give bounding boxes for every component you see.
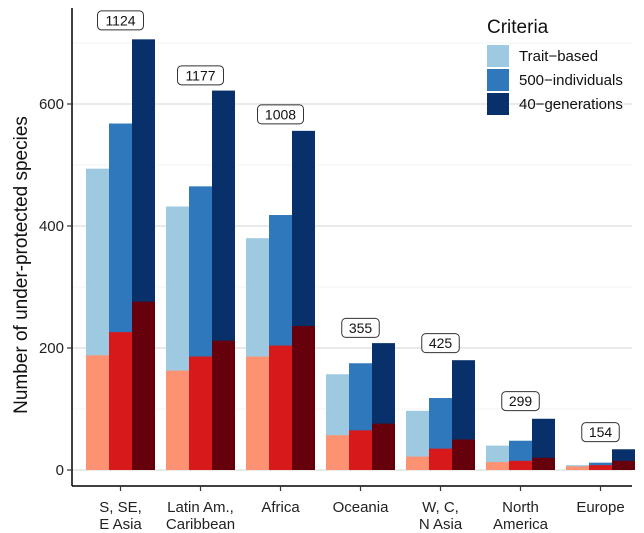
bar-highlighted-segment: [406, 456, 429, 470]
legend-swatch: [487, 93, 509, 115]
y-tick-label: 600: [39, 96, 64, 113]
total-label-box: [501, 391, 540, 412]
legend: Criteria Trait−based 500−individuals 40−ge…: [487, 17, 623, 115]
bar-highlighted-segment: [212, 340, 235, 470]
total-label-box: [257, 104, 304, 125]
total-label: 425: [429, 335, 453, 351]
x-category-label: Africa: [261, 499, 300, 516]
bar-highlighted-segment: [246, 356, 269, 470]
x-category-label: Europe: [576, 499, 624, 516]
legend-swatch: [487, 45, 509, 67]
legend-label: 40−generations: [519, 96, 623, 113]
bar-highlighted-segment: [166, 370, 189, 470]
y-tick-label: 0: [56, 462, 64, 479]
bar-highlighted-segment: [566, 466, 589, 470]
total-label-box: [177, 65, 224, 86]
legend-swatch: [487, 69, 509, 91]
bar-highlighted-segment: [532, 457, 555, 470]
bar-highlighted-segment: [326, 435, 349, 470]
bar-highlighted-segment: [486, 462, 509, 470]
bar: [532, 418, 555, 470]
bar-highlighted-segment: [269, 345, 292, 470]
bar-highlighted-segment: [452, 439, 475, 470]
x-category-labels: S, SE, E Asia Latin Am., Caribbean Africa Oce…: [99, 499, 624, 533]
total-label-box: [97, 10, 144, 31]
total-label: 1177: [185, 67, 215, 83]
x-category-label: North America: [493, 499, 549, 533]
total-label-box: [341, 317, 380, 338]
y-tick-labels: 0 200 400 600: [39, 96, 64, 479]
total-labels: 1124 1177 1008 355 425 299 154: [97, 10, 620, 443]
total-label: 1008: [265, 106, 296, 122]
total-label: 355: [349, 320, 373, 336]
bars: [86, 39, 635, 471]
bar-highlighted-segment: [189, 356, 212, 470]
bar-highlighted-segment: [612, 460, 635, 470]
bar-highlighted-segment: [509, 460, 532, 470]
x-category-label: Latin Am., Caribbean: [166, 499, 235, 533]
gridlines: [72, 42, 632, 471]
bar-highlighted-segment: [86, 355, 109, 470]
legend-title: Criteria: [487, 17, 549, 38]
x-category-label: Oceania: [333, 499, 390, 516]
legend-label: Trait−based: [519, 48, 598, 65]
total-label: 299: [509, 393, 533, 409]
bar-highlighted-segment: [292, 326, 315, 470]
y-axis-title: Number of under-protected species: [11, 116, 32, 414]
total-label: 154: [589, 424, 613, 440]
x-category-label: W, C, N Asia: [419, 499, 463, 533]
total-label-box: [421, 333, 460, 354]
bar-highlighted-segment: [109, 332, 132, 470]
bar-highlighted-segment: [372, 423, 395, 470]
bar: [406, 410, 429, 470]
bar-highlighted-segment: [589, 465, 612, 470]
x-category-label: S, SE, E Asia: [99, 499, 142, 533]
axes: [67, 8, 632, 491]
total-label-box: [581, 422, 620, 443]
bar-highlighted-segment: [429, 448, 452, 470]
legend-label: 500−individuals: [519, 72, 623, 89]
y-tick-label: 400: [39, 218, 64, 235]
bar-highlighted-segment: [349, 430, 372, 470]
bar-highlighted-segment: [132, 301, 155, 470]
y-tick-label: 200: [39, 340, 64, 357]
total-label: 1124: [105, 12, 135, 28]
